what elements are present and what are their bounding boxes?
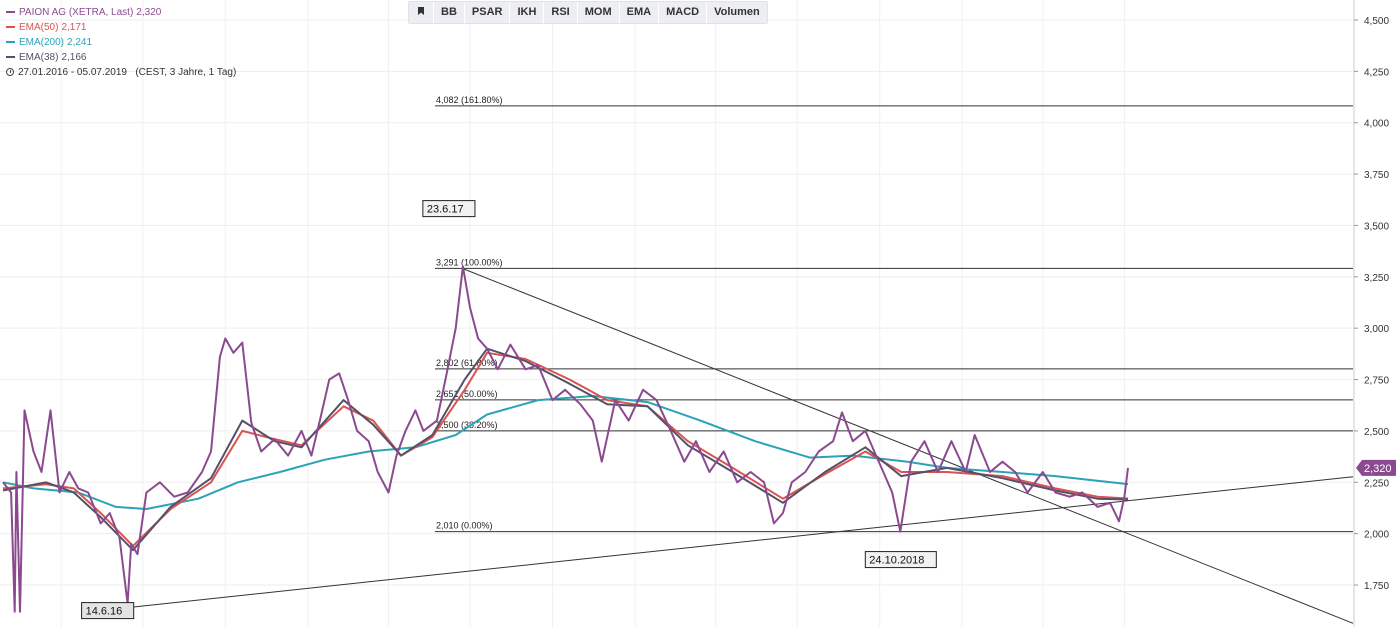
y-axis-tick-label: 3,500 — [1364, 221, 1389, 232]
clock-icon — [6, 68, 14, 77]
legend-ema38[interactable]: EMA(38) 2,166 — [6, 50, 236, 65]
y-axis-tick-label: 4,250 — [1364, 67, 1389, 78]
fib-level-label: 2,651 (50.00%) — [436, 389, 498, 399]
series-line-ema200 — [2, 395, 1129, 510]
y-axis-tick-label: 2,250 — [1364, 478, 1389, 489]
fib-level-label: 2,010 (0.00%) — [436, 521, 493, 531]
legend-price-swatch — [6, 11, 15, 14]
indicator-ikh-button[interactable]: IKH — [510, 2, 545, 23]
indicator-mom-button[interactable]: MOM — [578, 2, 620, 23]
y-axis-tick-label: 2,000 — [1364, 530, 1389, 541]
fib-level-label: 4,082 (161.80%) — [436, 95, 503, 105]
annotation-label: 23.6.17 — [427, 204, 464, 216]
legend-period: 27.01.2016 - 05.07.2019 (CEST, 3 Jahre, … — [6, 65, 236, 80]
legend-ema200-label: EMA(200) — [19, 37, 65, 48]
bookmark-button[interactable] — [409, 2, 434, 23]
y-axis-tick-label: 4,000 — [1364, 119, 1389, 130]
indicator-rsi-button[interactable]: RSI — [544, 2, 578, 23]
annotation-box-frame — [422, 200, 476, 218]
last-price-marker: 2,320 — [1356, 459, 1396, 476]
legend-ema200-value: 2,241 — [67, 37, 93, 48]
legend-ema38-swatch — [6, 56, 15, 59]
legend-ema50-value: 2,171 — [61, 22, 87, 33]
legend-ema50-label: EMA(50) — [19, 22, 59, 33]
indicator-bb-button[interactable]: BB — [434, 2, 465, 23]
indicator-toolbar: BB PSAR IKH RSI MOM EMA MACD Volumen — [408, 1, 768, 24]
y-axis-tick-label: 3,750 — [1364, 170, 1389, 181]
legend-price-value: 2,320 — [136, 7, 162, 18]
legend-ema200-swatch — [6, 41, 15, 44]
trendline — [462, 268, 1354, 624]
y-axis-tick-label: 2,500 — [1364, 427, 1389, 438]
chart-legend: PAION AG (XETRA, Last) 2,320 EMA(50) 2,171… — [6, 5, 236, 80]
y-axis-tick-label: 3,000 — [1364, 324, 1389, 335]
annotation-label: 24.10.2018 — [869, 555, 924, 567]
y-axis-tick-label: 2,750 — [1364, 376, 1389, 387]
bookmark-flag-icon — [418, 7, 424, 15]
annotation-box: 24.10.2018 — [864, 551, 937, 569]
fib-level-label: 2,802 (61.80%) — [436, 358, 498, 368]
last-price-badge — [1356, 459, 1396, 476]
legend-ema38-value: 2,166 — [61, 52, 87, 63]
y-axis-tick-label: 1,750 — [1364, 581, 1389, 592]
indicator-volumen-button[interactable]: Volumen — [714, 6, 760, 18]
series-line-ema38 — [2, 347, 1129, 552]
series-line-price — [2, 265, 1129, 613]
legend-ema200[interactable]: EMA(200) 2,241 — [6, 35, 236, 50]
last-price-label: 2,320 — [1364, 463, 1392, 475]
annotation-box: 23.6.17 — [422, 200, 476, 218]
legend-period-text: 27.01.2016 - 05.07.2019 (CEST, 3 Jahre, … — [18, 67, 237, 78]
indicator-ema-button[interactable]: EMA — [620, 2, 660, 23]
fib-level-label: 3,291 (100.00%) — [436, 257, 503, 267]
indicator-psar-button[interactable]: PSAR — [465, 2, 511, 23]
annotation-box: 14.6.16 — [81, 602, 135, 620]
legend-price[interactable]: PAION AG (XETRA, Last) 2,320 — [6, 5, 236, 20]
annotation-box-frame — [81, 602, 135, 620]
y-axis-tick-label: 4,500 — [1364, 16, 1389, 27]
y-axis-tick-label: 3,250 — [1364, 273, 1389, 284]
legend-ema50-swatch — [6, 26, 15, 29]
annotation-box-frame — [864, 551, 937, 569]
fib-level-label: 2,500 (38.20%) — [436, 420, 498, 430]
trendline — [127, 476, 1354, 609]
legend-ema38-label: EMA(38) — [19, 52, 59, 63]
indicator-macd-button[interactable]: MACD — [659, 2, 708, 23]
legend-price-label: PAION AG (XETRA, Last) — [19, 7, 134, 18]
legend-ema50[interactable]: EMA(50) 2,171 — [6, 20, 236, 35]
series-line-ema50 — [2, 351, 1129, 547]
annotation-label: 14.6.16 — [86, 606, 123, 618]
